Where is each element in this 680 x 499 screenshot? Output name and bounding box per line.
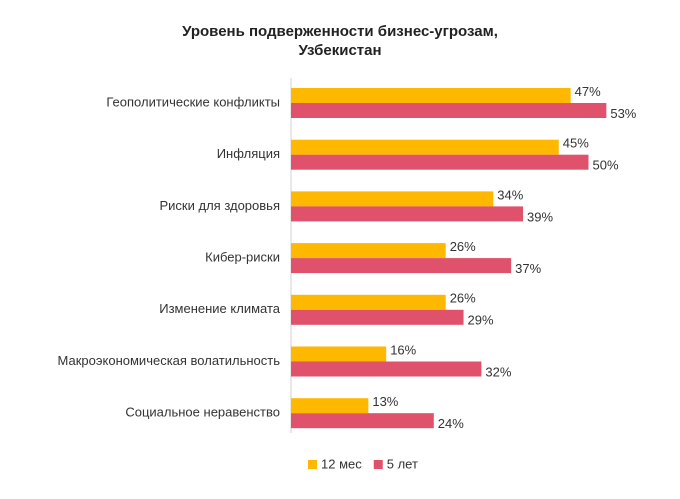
value-label: 53%	[610, 106, 636, 121]
legend-swatch	[373, 460, 383, 469]
value-label: 39%	[527, 209, 553, 224]
value-label: 50%	[593, 158, 619, 173]
bar	[291, 309, 464, 325]
bar	[291, 294, 446, 310]
category-label: Инфляция	[217, 146, 280, 161]
bar	[291, 154, 589, 170]
legend-label: 5 лет	[387, 456, 418, 471]
legend-label: 12 мес	[321, 456, 362, 471]
value-label: 13%	[372, 394, 398, 409]
category-label: Социальное неравенство	[125, 405, 280, 420]
value-label: 16%	[390, 342, 416, 357]
value-label: 32%	[485, 364, 511, 379]
value-label: 29%	[468, 313, 494, 328]
bar	[291, 191, 494, 207]
value-label: 37%	[515, 261, 541, 276]
category-label: Макроэкономическая волатильность	[58, 353, 281, 368]
value-label: 26%	[450, 239, 476, 254]
value-label: 34%	[497, 187, 523, 202]
value-label: 26%	[450, 291, 476, 306]
bar	[291, 88, 571, 103]
bar	[291, 103, 607, 118]
category-label: Геополитические конфликты	[106, 94, 280, 109]
bar	[291, 346, 387, 362]
bar	[291, 243, 446, 259]
value-label: 24%	[438, 416, 464, 431]
category-label: Изменение климата	[159, 301, 281, 316]
bar	[291, 413, 434, 429]
chart-title: Уровень подверженности бизнес-угрозам, У…	[182, 23, 498, 59]
bar	[291, 206, 524, 222]
legend-swatch	[308, 460, 317, 469]
category-label: Кибер-риски	[205, 250, 280, 265]
bar	[291, 398, 369, 414]
value-label: 45%	[563, 136, 589, 151]
value-label: 47%	[575, 84, 601, 99]
bar	[291, 258, 512, 274]
bar	[291, 139, 559, 155]
bar	[291, 361, 482, 377]
category-label: Риски для здоровья	[160, 198, 281, 213]
